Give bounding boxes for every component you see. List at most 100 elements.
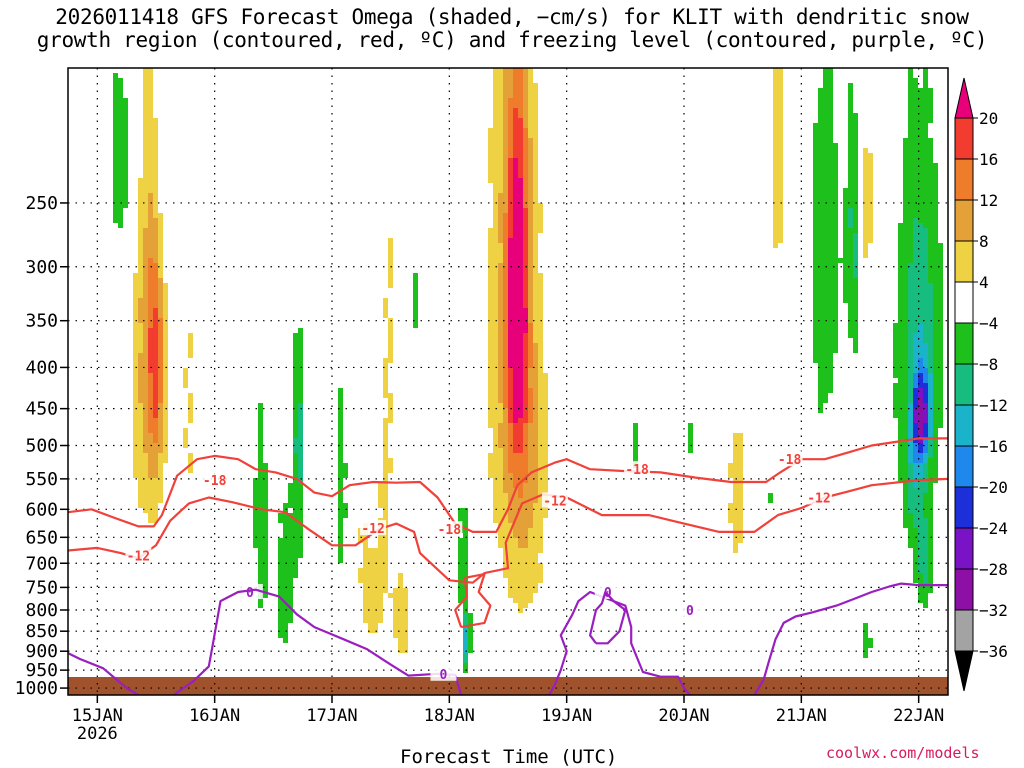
omega-cell xyxy=(928,438,933,443)
omega-cell xyxy=(503,118,508,123)
omega-cell xyxy=(133,353,138,358)
omega-cell xyxy=(533,333,543,338)
omega-cell xyxy=(523,388,528,393)
omega-cell xyxy=(733,523,743,528)
omega-cell xyxy=(903,138,933,143)
omega-cell xyxy=(508,438,513,443)
omega-cell xyxy=(733,453,743,458)
omega-cell xyxy=(293,343,303,348)
colorbar-label: 20 xyxy=(979,109,998,128)
omega-cell xyxy=(498,333,503,338)
omega-cell xyxy=(498,323,503,328)
colorbar-label: −36 xyxy=(979,642,1008,661)
omega-cell xyxy=(158,433,163,438)
omega-cell xyxy=(498,378,503,383)
omega-cell xyxy=(728,468,743,473)
omega-cell xyxy=(338,528,343,533)
omega-cell xyxy=(513,108,518,113)
omega-cell xyxy=(863,168,873,173)
omega-cell xyxy=(528,343,533,348)
omega-cell xyxy=(773,168,783,173)
omega-cell xyxy=(503,403,508,408)
omega-cell xyxy=(498,348,503,353)
omega-cell xyxy=(113,78,123,83)
omega-cell xyxy=(528,408,533,413)
contour-label: -18 xyxy=(438,523,462,538)
omega-cell xyxy=(143,158,158,163)
omega-cell xyxy=(143,148,158,153)
omega-cell xyxy=(143,263,148,268)
omega-cell xyxy=(928,403,933,408)
omega-cell xyxy=(913,483,918,488)
omega-cell xyxy=(148,368,158,373)
omega-cell xyxy=(688,428,693,433)
omega-cell xyxy=(493,488,503,493)
omega-cell xyxy=(463,603,468,608)
omega-cell xyxy=(733,528,743,533)
contour-line xyxy=(753,582,948,695)
omega-cell xyxy=(933,348,943,353)
omega-cell xyxy=(458,588,468,593)
omega-cell xyxy=(513,78,523,83)
omega-cell xyxy=(148,453,158,458)
omega-cell xyxy=(113,98,128,103)
omega-cell xyxy=(458,513,468,518)
omega-cell xyxy=(813,168,838,173)
omega-cell xyxy=(383,458,393,463)
omega-cell xyxy=(518,418,528,423)
omega-cell xyxy=(503,378,508,383)
omega-cell xyxy=(398,573,403,578)
omega-cell xyxy=(163,438,168,443)
omega-cell xyxy=(918,373,923,378)
omega-cell xyxy=(153,308,158,313)
omega-cell xyxy=(148,343,158,348)
omega-cell xyxy=(498,343,503,348)
omega-cell xyxy=(498,193,508,198)
omega-cell xyxy=(913,348,928,353)
omega-cell xyxy=(503,363,508,368)
omega-cell xyxy=(508,403,513,408)
omega-cell xyxy=(503,373,508,378)
omega-cell xyxy=(488,473,503,478)
omega-cell xyxy=(158,453,168,458)
omega-cell xyxy=(508,583,538,588)
omega-cell xyxy=(288,488,303,493)
omega-cell xyxy=(913,393,918,398)
omega-cell xyxy=(163,323,168,328)
omega-cell xyxy=(523,293,528,298)
omega-cell xyxy=(158,403,163,408)
omega-cell xyxy=(523,488,538,493)
omega-cell xyxy=(503,78,513,83)
omega-cell xyxy=(523,98,528,103)
omega-cell xyxy=(498,368,503,373)
omega-cell xyxy=(533,358,538,363)
omega-cell xyxy=(813,278,838,283)
omega-cell xyxy=(913,558,918,563)
omega-cell xyxy=(933,398,943,403)
omega-cell xyxy=(503,83,513,88)
omega-cell xyxy=(728,473,743,478)
omega-cell xyxy=(138,498,163,503)
omega-cell xyxy=(113,108,128,113)
omega-cell xyxy=(523,398,528,403)
omega-cell xyxy=(848,178,858,183)
omega-cell xyxy=(918,543,928,548)
omega-cell xyxy=(158,423,163,428)
omega-cell xyxy=(133,373,138,378)
omega-cell xyxy=(918,363,923,368)
omega-cell xyxy=(533,218,543,223)
omega-cell xyxy=(923,358,928,363)
omega-cell xyxy=(363,563,388,568)
y-tick-label: 800 xyxy=(25,600,58,621)
omega-cell xyxy=(113,178,128,183)
omega-cell xyxy=(508,203,513,208)
omega-cell xyxy=(923,68,928,73)
omega-cell xyxy=(148,388,153,393)
omega-cell xyxy=(133,313,138,318)
omega-cell xyxy=(508,198,513,203)
omega-cell xyxy=(413,283,418,288)
omega-cell xyxy=(773,243,778,248)
omega-cell xyxy=(148,513,158,518)
omega-cell xyxy=(293,348,303,353)
omega-cell xyxy=(293,448,303,453)
